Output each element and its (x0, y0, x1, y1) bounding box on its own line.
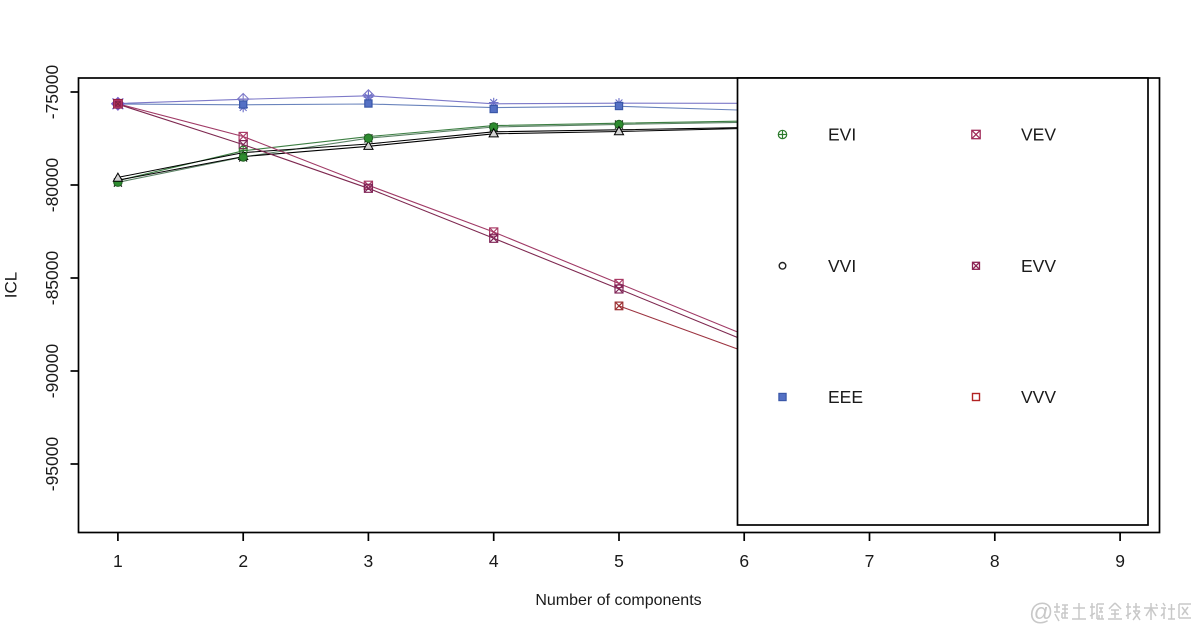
svg-text:EEE: EEE (828, 387, 863, 407)
svg-text:5: 5 (614, 551, 624, 571)
svg-text:VVI: VVI (828, 256, 856, 276)
svg-text:2: 2 (238, 551, 248, 571)
svg-text:VEV: VEV (1021, 125, 1056, 145)
svg-text:EVV: EVV (1021, 256, 1056, 276)
svg-text:3: 3 (364, 551, 374, 571)
svg-text:-85000: -85000 (42, 250, 62, 305)
svg-text:-90000: -90000 (42, 343, 62, 398)
svg-text:9: 9 (1115, 551, 1125, 571)
svg-text:ICL: ICL (2, 272, 21, 298)
svg-text:8: 8 (990, 551, 1000, 571)
svg-text:1: 1 (113, 551, 123, 571)
svg-text:EVI: EVI (828, 125, 856, 145)
svg-text:Number of components: Number of components (535, 592, 701, 609)
svg-text:-95000: -95000 (42, 436, 62, 491)
svg-text:7: 7 (865, 551, 875, 571)
svg-text:-80000: -80000 (42, 157, 62, 212)
svg-text:@: @ (1029, 599, 1053, 626)
svg-text:-75000: -75000 (42, 64, 62, 119)
svg-text:VVV: VVV (1021, 387, 1056, 407)
svg-text:6: 6 (739, 551, 749, 571)
svg-text:4: 4 (489, 551, 499, 571)
